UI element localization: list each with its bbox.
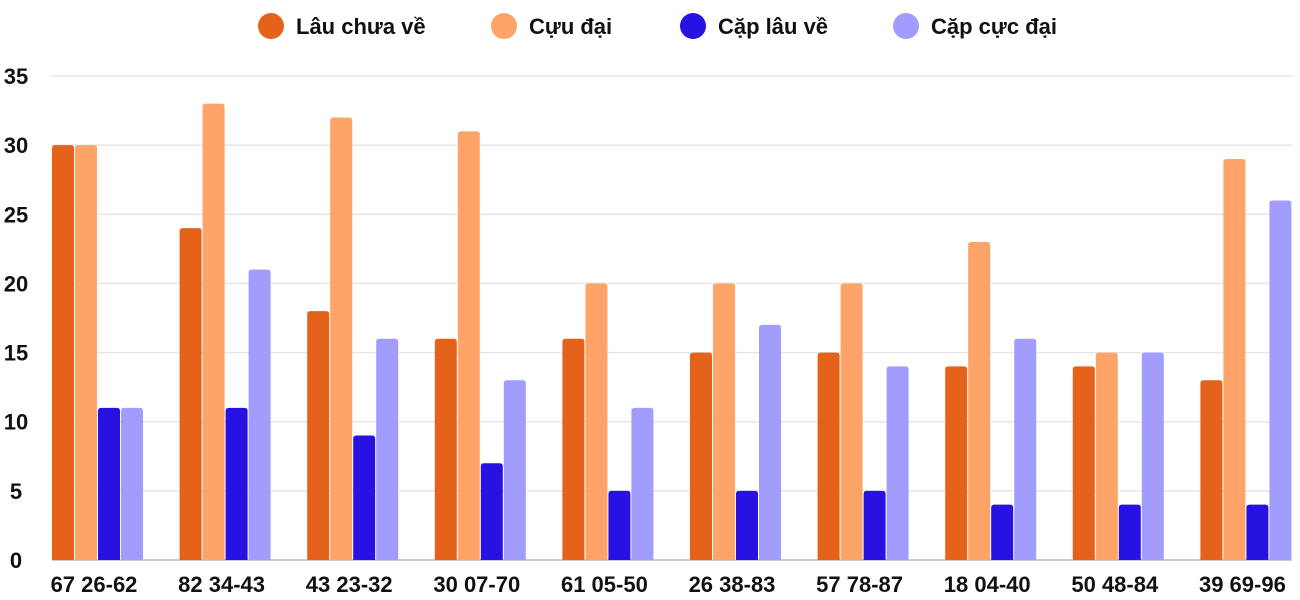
y-tick-label: 10 (4, 410, 28, 435)
bar (121, 407, 143, 560)
x-tick-label: 39 69-96 (1199, 572, 1286, 597)
bar (75, 145, 97, 560)
legend-label: Cặp cực đại (931, 14, 1057, 39)
bar (98, 407, 120, 560)
bar (562, 338, 585, 560)
legend-label: Cặp lâu về (718, 14, 828, 39)
bar (1072, 366, 1095, 560)
bar (202, 103, 225, 561)
bar (353, 435, 376, 560)
bar (886, 366, 909, 560)
legend-label: Cựu đại (529, 14, 612, 39)
bar (330, 117, 353, 560)
bar (817, 352, 840, 560)
bar (1223, 158, 1246, 560)
y-tick-label: 20 (4, 271, 28, 296)
x-tick-label: 82 34-43 (178, 572, 265, 597)
legend-swatch (893, 13, 919, 39)
bar (690, 352, 712, 560)
legend-swatch (680, 13, 706, 39)
bar (1200, 380, 1223, 560)
legend: Lâu chưa về Cựu đại Cặp lâu về Cặp cực đại (258, 13, 1057, 39)
legend-swatch (491, 13, 517, 39)
bar (307, 311, 330, 560)
bar (608, 490, 631, 560)
bar (1141, 352, 1164, 560)
x-tick-label: 61 05-50 (561, 572, 648, 597)
y-tick-label: 0 (10, 548, 22, 573)
bar (1095, 352, 1118, 560)
bar (736, 490, 758, 560)
x-tick-label: 43 23-32 (306, 572, 393, 597)
bar (991, 504, 1014, 560)
legend-item[interactable]: Cựu đại (491, 13, 612, 39)
legend-label: Lâu chưa về (296, 14, 426, 39)
bar (713, 283, 735, 560)
bar (1118, 504, 1141, 560)
bar (1269, 200, 1292, 560)
x-tick-label: 26 38-83 (689, 572, 776, 597)
legend-item[interactable]: Lâu chưa về (258, 13, 426, 39)
bar (225, 407, 248, 560)
bar (759, 324, 781, 560)
bar (457, 131, 480, 561)
x-tick-label: 67 26-62 (51, 572, 138, 597)
bar (840, 283, 863, 560)
bar (1246, 504, 1269, 560)
y-tick-label: 25 (4, 202, 28, 227)
x-tick-label: 57 78-87 (816, 572, 903, 597)
bars (52, 103, 1292, 561)
bar (434, 338, 457, 560)
legend-item[interactable]: Cặp cực đại (893, 13, 1057, 39)
bar (945, 366, 968, 560)
bar (1014, 338, 1037, 560)
bar (480, 463, 503, 560)
x-tick-label: 30 07-70 (433, 572, 520, 597)
bar (52, 145, 74, 560)
y-tick-label: 15 (4, 341, 28, 366)
bar (585, 283, 608, 560)
x-tick-label: 50 48-84 (1071, 572, 1159, 597)
bar (631, 407, 654, 560)
y-tick-label: 5 (10, 479, 22, 504)
bar (248, 269, 271, 560)
bar (503, 380, 526, 560)
x-tick-label: 18 04-40 (944, 572, 1031, 597)
legend-item[interactable]: Cặp lâu về (680, 13, 828, 39)
bar (968, 241, 991, 560)
bar (179, 228, 202, 560)
x-axis: 67 26-62 82 34-43 43 23-32 30 07-70 61 05-50… (51, 572, 1286, 597)
y-tick-label: 35 (4, 64, 28, 89)
y-tick-label: 30 (4, 133, 28, 158)
bar (376, 338, 399, 560)
legend-swatch (258, 13, 284, 39)
bar (863, 490, 886, 560)
